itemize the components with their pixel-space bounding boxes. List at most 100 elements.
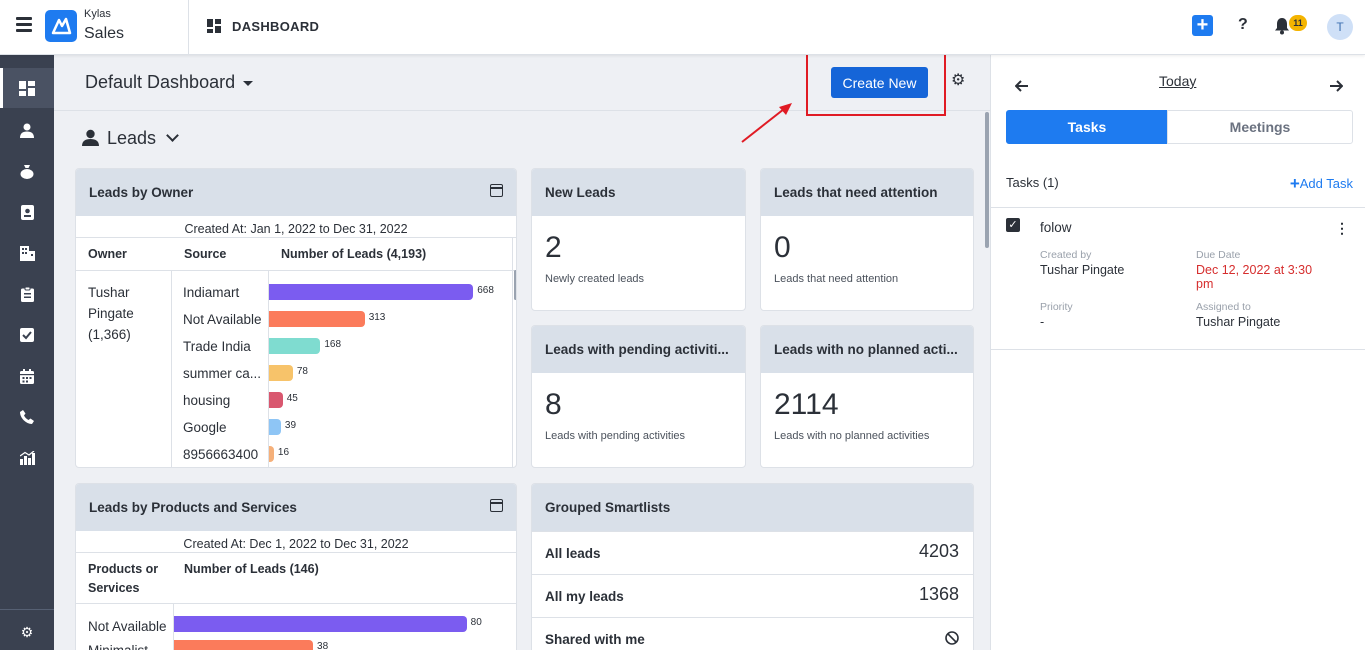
divider bbox=[991, 207, 1365, 208]
assigned-to-label: Assigned to bbox=[1196, 301, 1251, 313]
bell-icon[interactable] bbox=[1274, 17, 1290, 35]
leads-by-products-card: Leads by Products and Services Created A… bbox=[75, 483, 517, 650]
task-title[interactable]: folow bbox=[1040, 220, 1072, 235]
tasks-panel: Today Tasks Meetings Tasks (1) +Add Task… bbox=[990, 55, 1365, 650]
tasks-count: Tasks (1) bbox=[1006, 175, 1059, 190]
task-checkbox[interactable]: ✓ bbox=[1006, 218, 1020, 232]
leads-bar[interactable] bbox=[174, 616, 467, 632]
sidebar-item-calls[interactable] bbox=[0, 397, 54, 437]
avatar[interactable]: T bbox=[1327, 14, 1353, 40]
smartlist-item[interactable]: All leads 4203 bbox=[532, 531, 973, 574]
column-header: Services bbox=[88, 581, 140, 595]
sidebar-item-companies[interactable] bbox=[0, 233, 54, 273]
column-header: Number of Leads (146) bbox=[184, 562, 319, 576]
bar-value-label: 313 bbox=[368, 312, 386, 323]
hamburger-menu-icon[interactable] bbox=[16, 17, 32, 32]
gear-icon[interactable]: ⚙ bbox=[951, 72, 966, 89]
stat-value: 2 bbox=[545, 231, 562, 264]
bar-value-label: 668 bbox=[477, 285, 494, 296]
kylas-logo-icon[interactable] bbox=[45, 10, 77, 42]
sidebar-item-tasks[interactable] bbox=[0, 315, 54, 355]
dashboard-name: Default Dashboard bbox=[85, 72, 236, 92]
sidebar-item-leads[interactable] bbox=[0, 110, 54, 150]
no-planned-activities-card[interactable]: Leads with no planned acti... 2114 Leads… bbox=[760, 325, 974, 468]
leads-by-owner-card: Leads by Owner Created At: Jan 1, 2022 t… bbox=[75, 168, 517, 468]
source-label: Trade India bbox=[183, 339, 251, 354]
divider bbox=[76, 270, 516, 271]
calendar-icon[interactable] bbox=[490, 184, 503, 197]
date-range: Created At: Dec 1, 2022 to Dec 31, 2022 bbox=[183, 537, 409, 551]
due-date-value: pm bbox=[1196, 277, 1214, 291]
smartlist-item[interactable]: All my leads 1368 bbox=[532, 574, 973, 617]
brand-product: Sales bbox=[84, 25, 125, 42]
sidebar-item-settings[interactable]: ⚙ bbox=[0, 613, 54, 650]
add-task-button[interactable]: +Add Task bbox=[1290, 174, 1353, 194]
sidebar-item-reports[interactable] bbox=[0, 438, 54, 478]
divider bbox=[268, 270, 269, 467]
brand-name: Kylas bbox=[84, 8, 111, 20]
smartlist-item[interactable]: Shared with me bbox=[532, 617, 973, 650]
sidebar-item-deals[interactable] bbox=[0, 151, 54, 191]
leads-bar[interactable] bbox=[269, 392, 283, 408]
due-date-label: Due Date bbox=[1196, 249, 1241, 261]
stat-value: 8 bbox=[545, 388, 562, 421]
smartlist-count: 4203 bbox=[918, 541, 959, 561]
divider bbox=[0, 609, 54, 610]
sidebar-item-calendar[interactable] bbox=[0, 356, 54, 396]
sidebar-item-tasks-list[interactable] bbox=[0, 274, 54, 314]
card-title: Leads by Owner bbox=[76, 169, 516, 216]
attention-leads-card[interactable]: Leads that need attention 0 Leads that n… bbox=[760, 168, 974, 311]
tab-tasks[interactable]: Tasks bbox=[1006, 110, 1168, 144]
user-icon bbox=[19, 123, 35, 138]
help-icon[interactable]: ? bbox=[1238, 16, 1248, 33]
quick-add-button[interactable]: + bbox=[1192, 15, 1213, 36]
source-label: Not Available bbox=[183, 312, 262, 327]
leads-bar[interactable] bbox=[174, 640, 314, 650]
date-range: Created At: Jan 1, 2022 to Dec 31, 2022 bbox=[184, 222, 408, 236]
smartlist-name: All my leads bbox=[545, 589, 624, 604]
scrollbar[interactable] bbox=[514, 270, 516, 300]
sidebar-item-contacts[interactable] bbox=[0, 192, 54, 232]
owner-name: Pingate bbox=[88, 306, 134, 321]
bar-value-label: 16 bbox=[277, 447, 290, 458]
date-label[interactable]: Today bbox=[1159, 73, 1197, 89]
arrow-right-icon[interactable] bbox=[1329, 76, 1344, 97]
create-new-button[interactable]: Create New bbox=[831, 67, 928, 98]
calendar-icon[interactable] bbox=[490, 499, 503, 512]
leads-bar[interactable] bbox=[269, 419, 281, 435]
red-arrow-annotation bbox=[741, 103, 792, 143]
card-title: Grouped Smartlists bbox=[532, 484, 973, 531]
leads-section-header[interactable]: Leads bbox=[82, 128, 179, 151]
kebab-menu-icon[interactable]: ⋮ bbox=[1335, 220, 1349, 236]
product-label: Minimalist... bbox=[88, 643, 159, 650]
section-title: Leads bbox=[107, 128, 157, 148]
product-label: Not Available bbox=[88, 619, 167, 634]
dashboard-selector[interactable]: Default Dashboard bbox=[85, 72, 254, 93]
source-label: housing bbox=[183, 393, 231, 408]
divider bbox=[171, 270, 172, 467]
grouped-smartlists-card: Grouped Smartlists All leads 4203 All my… bbox=[531, 483, 974, 650]
leads-bar[interactable] bbox=[269, 365, 293, 381]
leads-bar[interactable] bbox=[269, 311, 365, 327]
divider bbox=[188, 0, 189, 55]
stat-caption: Leads that need attention bbox=[774, 273, 899, 285]
source-label: Indiamart bbox=[183, 285, 240, 300]
leads-bar[interactable] bbox=[269, 446, 274, 462]
tab-meetings[interactable]: Meetings bbox=[1167, 110, 1353, 144]
new-leads-card[interactable]: New Leads 2 Newly created leads bbox=[531, 168, 746, 311]
leads-bar[interactable] bbox=[269, 284, 474, 300]
checkbox-icon bbox=[19, 328, 35, 343]
assigned-to-value: Tushar Pingate bbox=[1196, 315, 1281, 329]
main-scrollbar[interactable] bbox=[985, 112, 989, 248]
source-label: 8956663400 bbox=[183, 447, 259, 462]
no-access-icon bbox=[945, 631, 959, 648]
pending-activities-card[interactable]: Leads with pending activiti... 8 Leads w… bbox=[531, 325, 746, 468]
card-title: Leads with no planned acti... bbox=[761, 326, 973, 373]
dashboard-grid-icon bbox=[207, 19, 221, 33]
leads-bar[interactable] bbox=[269, 338, 321, 354]
divider bbox=[76, 552, 516, 553]
left-sidebar: ⚙ bbox=[0, 55, 54, 650]
top-bar: Kylas Sales DASHBOARD + ? 11 T bbox=[0, 0, 1365, 55]
arrow-left-icon[interactable] bbox=[1014, 76, 1029, 97]
sidebar-item-dashboard[interactable] bbox=[0, 68, 54, 108]
